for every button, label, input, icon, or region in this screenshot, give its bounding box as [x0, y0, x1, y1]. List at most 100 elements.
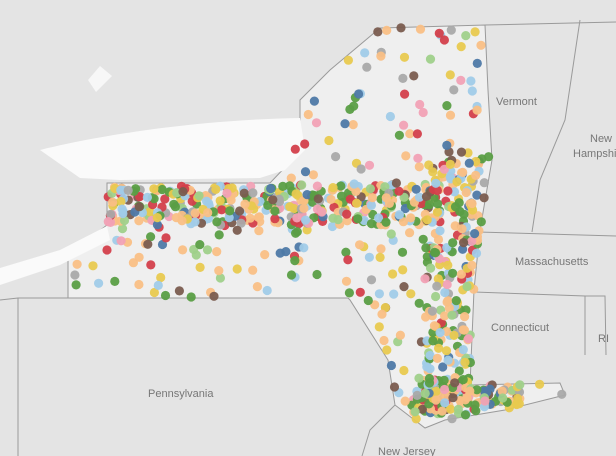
site-dot — [336, 181, 346, 191]
site-dot — [116, 236, 126, 246]
site-dot — [399, 120, 409, 130]
site-dot — [432, 281, 442, 291]
site-dot — [291, 228, 301, 238]
site-dot — [72, 259, 82, 269]
site-dot — [460, 410, 471, 420]
site-dot — [311, 118, 322, 128]
site-dot — [285, 202, 295, 212]
site-dot — [328, 183, 338, 193]
site-dot — [374, 322, 384, 332]
site-dot — [203, 208, 213, 218]
site-dot — [343, 55, 353, 65]
site-dot — [471, 170, 481, 180]
site-dot — [450, 378, 460, 388]
site-dot — [337, 191, 347, 201]
site-dot — [239, 188, 249, 198]
site-dot — [290, 144, 300, 154]
site-dot — [535, 379, 545, 389]
site-dot — [439, 35, 449, 45]
site-dot — [134, 216, 144, 226]
site-dot — [355, 240, 365, 250]
site-dot — [456, 42, 466, 52]
site-dot — [439, 375, 449, 385]
border — [531, 19, 581, 233]
site-dot — [398, 73, 408, 83]
site-dot — [462, 281, 472, 292]
site-dot — [395, 330, 405, 340]
site-dot — [421, 192, 432, 202]
site-dot — [400, 396, 410, 406]
site-dot — [431, 395, 441, 405]
site-dot — [431, 386, 441, 396]
site-dot — [432, 353, 442, 363]
site-dot — [235, 206, 245, 216]
site-dot — [177, 216, 187, 226]
site-dot — [428, 167, 438, 177]
site-dot — [441, 346, 452, 356]
site-dot — [448, 238, 458, 248]
site-dot — [252, 282, 262, 292]
site-dot — [467, 236, 477, 246]
site-dot — [71, 280, 81, 290]
site-dot — [299, 203, 309, 213]
site-dot — [411, 184, 421, 194]
site-dot — [459, 238, 469, 248]
site-dot — [418, 107, 428, 118]
site-dot — [394, 186, 404, 196]
site-dot — [178, 187, 188, 197]
site-dot — [437, 406, 447, 416]
site-dot — [498, 393, 508, 403]
site-dot — [431, 291, 441, 302]
site-dot — [472, 385, 482, 395]
site-dot — [186, 292, 196, 302]
site-dot — [480, 396, 490, 406]
site-dot — [341, 247, 351, 257]
site-dot — [302, 190, 312, 200]
site-dot — [388, 269, 398, 279]
site-dot — [457, 224, 467, 234]
site-dot — [278, 181, 288, 191]
site-dot — [153, 280, 163, 290]
site-dot — [442, 101, 452, 111]
site-dot — [465, 386, 475, 396]
site-dot — [479, 193, 489, 203]
site-dot — [428, 336, 438, 346]
site-dot — [398, 217, 408, 227]
site-dot — [312, 181, 322, 191]
site-dot — [268, 195, 278, 205]
site-dot — [446, 25, 456, 35]
site-dot — [452, 177, 462, 187]
site-dot — [248, 265, 258, 275]
site-dot — [417, 404, 427, 414]
site-dot — [415, 99, 425, 110]
site-dot — [110, 276, 120, 286]
site-dot — [300, 167, 311, 177]
site-dot — [331, 152, 341, 162]
site-dot — [146, 232, 156, 242]
site-dot — [435, 226, 445, 236]
site-dot — [352, 198, 362, 208]
site-dot — [116, 196, 126, 207]
site-dot — [412, 129, 422, 139]
site-dot — [414, 192, 425, 202]
site-dot — [445, 110, 456, 120]
site-dot — [156, 272, 166, 283]
site-dot — [443, 355, 453, 365]
site-dot — [405, 228, 415, 238]
site-dot — [365, 184, 375, 194]
state-label: Vermont — [496, 96, 537, 108]
site-dot — [366, 219, 377, 229]
site-dot — [174, 286, 184, 296]
site-dot — [470, 229, 480, 239]
site-dot — [103, 217, 113, 227]
site-dot — [440, 287, 450, 298]
site-dot — [349, 179, 359, 189]
site-dot — [406, 289, 416, 299]
site-dot — [446, 404, 456, 414]
site-dot — [102, 245, 112, 255]
site-dot — [386, 229, 396, 239]
site-dot — [225, 206, 235, 216]
site-dot — [209, 291, 219, 301]
site-dot — [379, 335, 389, 346]
site-dot — [447, 310, 457, 320]
